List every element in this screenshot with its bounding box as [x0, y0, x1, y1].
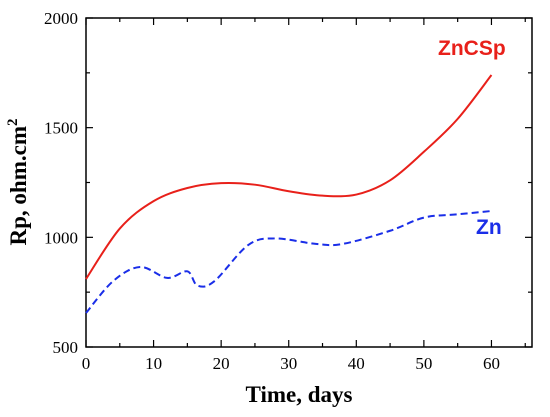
x-axis-title: Time, days	[246, 382, 353, 407]
series-label-zncsp: ZnCSp	[438, 37, 506, 60]
x-tick-label: 50	[415, 354, 432, 373]
y-tick-label: 1000	[44, 228, 78, 247]
series-layer	[85, 74, 493, 314]
series-line-zncsp	[85, 74, 493, 280]
x-tick-label: 0	[82, 354, 91, 373]
series-label-zn: Zn	[476, 216, 502, 239]
series-line-zn	[85, 210, 492, 314]
x-tick-label: 10	[145, 354, 162, 373]
y-tick-label: 500	[53, 338, 79, 357]
x-tick-label: 20	[213, 354, 230, 373]
y-axis-title-superscript: 2	[5, 119, 21, 127]
y-tick-label: 1500	[44, 119, 78, 138]
x-tick-label: 40	[348, 354, 365, 373]
y-tick-label: 2000	[44, 9, 78, 28]
y-axis-title-main: Rp, ohm.cm	[6, 126, 31, 245]
x-tick-label: 30	[280, 354, 297, 373]
y-axis-title: Rp, ohm.cm2	[5, 119, 31, 246]
tick-layer: 0 10 20 30 40 50 60 500 1000 1500 2000	[44, 9, 532, 373]
x-tick-label: 60	[483, 354, 500, 373]
